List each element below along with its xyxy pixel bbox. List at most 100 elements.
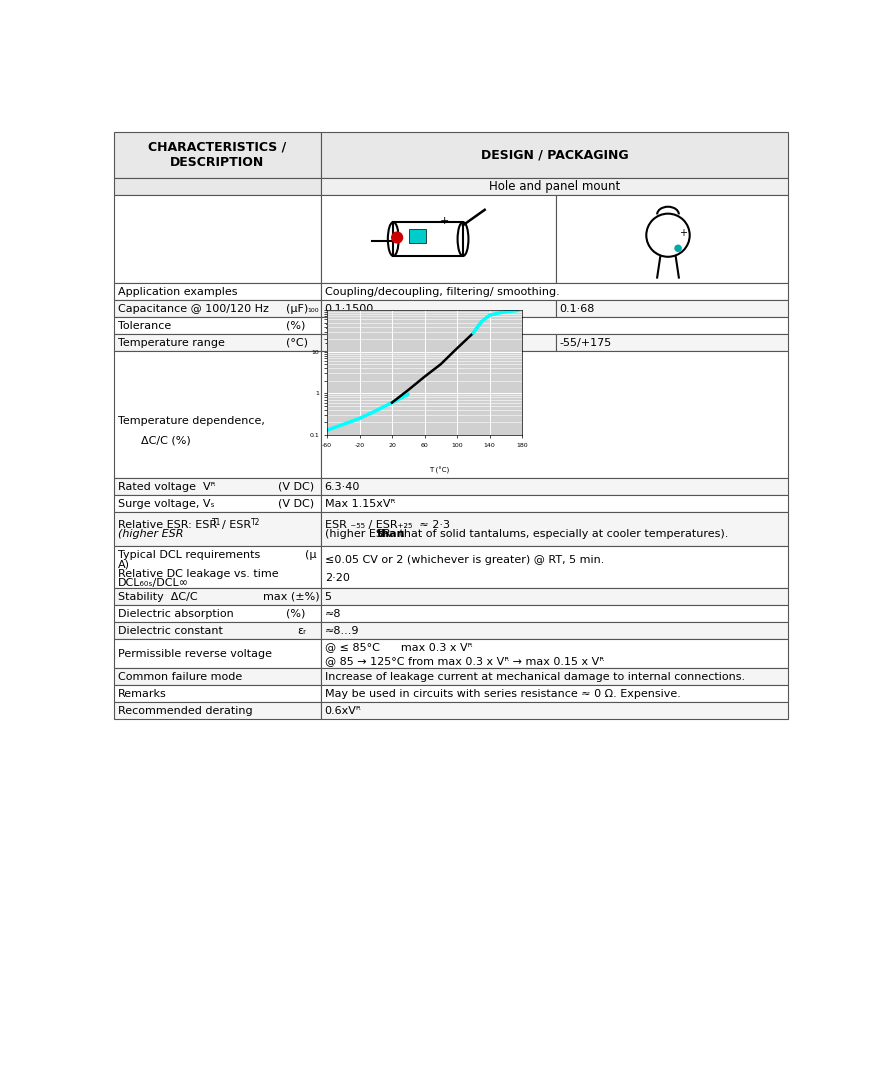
Bar [321, 178, 788, 195]
Bar [321, 512, 788, 546]
Text: Relative DC leakage vs. time: Relative DC leakage vs. time [118, 569, 278, 578]
Bar [114, 702, 321, 719]
Bar [321, 669, 788, 685]
Text: Hole and panel mount: Hole and panel mount [488, 180, 620, 193]
Text: (higher ESR: (higher ESR [118, 529, 187, 539]
Text: ESR ₋₅₅ / ESR₊₂₅  ≈ 2·3: ESR ₋₅₅ / ESR₊₂₅ ≈ 2·3 [325, 520, 450, 530]
Bar [321, 132, 788, 178]
Bar [114, 351, 321, 478]
Bar [114, 605, 321, 622]
Text: (V DC): (V DC) [278, 481, 314, 492]
Bar [114, 478, 321, 495]
Bar [321, 495, 788, 512]
Circle shape [392, 232, 402, 243]
Text: +: + [679, 228, 687, 237]
Bar [321, 300, 555, 317]
Bar [555, 334, 788, 351]
Bar [114, 495, 321, 512]
Bar [321, 605, 788, 622]
Text: DCL₆₀ₛ/DCL∞: DCL₆₀ₛ/DCL∞ [118, 578, 188, 588]
Bar [114, 195, 321, 283]
Bar [114, 546, 321, 588]
Text: Rated voltage  Vᴿ: Rated voltage Vᴿ [118, 481, 216, 492]
Text: T2: T2 [251, 518, 260, 527]
Bar [114, 317, 321, 334]
Bar [114, 588, 321, 605]
Text: 0.6xVᴿ: 0.6xVᴿ [325, 706, 362, 716]
Bar [321, 702, 788, 719]
Bar [321, 588, 788, 605]
Text: Stability  ΔC/C: Stability ΔC/C [118, 592, 197, 602]
Bar [114, 622, 321, 639]
Bar [321, 546, 788, 588]
Bar [321, 317, 788, 334]
Text: Recommended derating: Recommended derating [118, 706, 253, 716]
Bar [555, 195, 788, 283]
Text: Typical DCL requirements: Typical DCL requirements [118, 551, 260, 560]
Text: that of solid tantalums, especially at cooler temperatures).: that of solid tantalums, especially at c… [396, 529, 729, 539]
Text: / ESR: / ESR [223, 520, 252, 530]
Text: Temperature dependence,: Temperature dependence, [118, 416, 265, 426]
Text: (%): (%) [286, 609, 305, 619]
Text: 6.3·40: 6.3·40 [325, 481, 360, 492]
Bar [321, 283, 788, 300]
Bar [114, 669, 321, 685]
Text: Temperature range: Temperature range [118, 338, 224, 347]
Text: CHARACTERISTICS /
DESCRIPTION: CHARACTERISTICS / DESCRIPTION [148, 141, 287, 168]
Text: Relative ESR: ESR: Relative ESR: ESR [118, 520, 216, 530]
Text: DCL: DCL [371, 346, 386, 355]
Text: (higher ESR: (higher ESR [325, 529, 394, 539]
Text: (V DC): (V DC) [278, 498, 314, 509]
Text: Dielectric absorption: Dielectric absorption [118, 609, 233, 619]
Text: Max 1.15xVᴿ: Max 1.15xVᴿ [325, 498, 395, 509]
Text: -55/+175: -55/+175 [560, 338, 612, 347]
Text: (μ: (μ [305, 551, 317, 560]
Text: Surge voltage, Vₛ: Surge voltage, Vₛ [118, 498, 215, 509]
Bar [321, 622, 788, 639]
Circle shape [675, 245, 681, 251]
Text: ΔC/C (%): ΔC/C (%) [141, 435, 191, 445]
Text: +: + [440, 215, 449, 226]
Bar [321, 685, 788, 702]
Text: Permissible reverse voltage: Permissible reverse voltage [118, 649, 272, 659]
Bar [321, 334, 555, 351]
Text: Application examples: Application examples [118, 286, 238, 297]
Text: Capacitance @ 100/120 Hz: Capacitance @ 100/120 Hz [118, 304, 268, 314]
Text: (%): (%) [286, 321, 305, 331]
Bar [321, 351, 788, 478]
Text: εᵣ: εᵣ [297, 625, 306, 636]
Text: 0.1·68: 0.1·68 [560, 304, 595, 314]
Ellipse shape [388, 223, 399, 256]
Text: (°C): (°C) [286, 338, 308, 347]
Text: ±20: ±20 [325, 321, 348, 331]
Text: Remarks: Remarks [118, 689, 166, 699]
Text: May be used in circuits with series resistance ≈ 0 Ω. Expensive.: May be used in circuits with series resi… [325, 689, 680, 699]
Text: Dielectric constant: Dielectric constant [118, 625, 223, 636]
Text: than: than [377, 529, 405, 539]
Text: (μF): (μF) [286, 304, 308, 314]
Text: ≤0.05 CV or 2 (whichever is greater) @ RT, 5 min.: ≤0.05 CV or 2 (whichever is greater) @ R… [325, 555, 604, 564]
Text: -80/+200: -80/+200 [325, 338, 377, 347]
Bar [555, 300, 788, 317]
Bar [114, 334, 321, 351]
Text: @ 85 → 125°C from max 0.3 x Vᴿ → max 0.15 x Vᴿ: @ 85 → 125°C from max 0.3 x Vᴿ → max 0.1… [325, 656, 604, 666]
Text: 25°C: 25°C [382, 368, 395, 374]
Text: max (±%): max (±%) [262, 592, 319, 602]
Text: 0.1·1500: 0.1·1500 [325, 304, 374, 314]
Text: ≈8...9: ≈8...9 [325, 625, 359, 636]
Bar [321, 639, 788, 669]
Text: T: T [382, 349, 386, 355]
Text: Tolerance: Tolerance [118, 321, 171, 331]
Text: A): A) [118, 559, 129, 570]
Text: Coupling/decoupling, filtering/ smoothing.: Coupling/decoupling, filtering/ smoothin… [325, 286, 560, 297]
Text: Increase of leakage current at mechanical damage to internal connections.: Increase of leakage current at mechanica… [325, 672, 744, 682]
Bar [114, 283, 321, 300]
Text: @ ≤ 85°C      max 0.3 x Vᴿ: @ ≤ 85°C max 0.3 x Vᴿ [325, 642, 473, 652]
Text: DESIGN / PACKAGING: DESIGN / PACKAGING [480, 148, 628, 161]
Text: T (°C): T (°C) [429, 466, 449, 474]
Bar [321, 478, 788, 495]
Text: T1: T1 [211, 518, 221, 527]
Bar [114, 300, 321, 317]
Circle shape [646, 214, 690, 257]
Text: 5: 5 [325, 592, 332, 602]
